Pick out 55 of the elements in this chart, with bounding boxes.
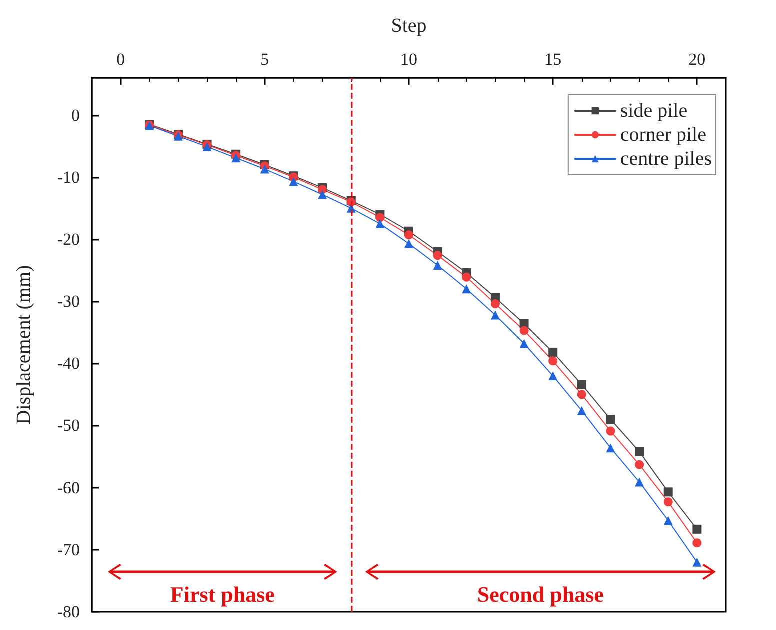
x-tick-label: 15 [544, 50, 562, 69]
x-tick-label: 0 [116, 50, 126, 69]
point [260, 164, 270, 174]
y-tick-label: -80 [57, 602, 80, 622]
point [490, 310, 500, 320]
point [577, 380, 586, 390]
point [433, 251, 442, 260]
point [462, 272, 472, 282]
point [289, 177, 298, 186]
y-tick-label: -60 [57, 478, 80, 498]
point [376, 219, 385, 228]
point [433, 261, 442, 270]
point [548, 348, 558, 357]
point [490, 300, 500, 309]
y-tick-label: -20 [57, 230, 80, 249]
point [692, 524, 702, 534]
point [520, 326, 529, 336]
point [232, 154, 241, 163]
x-tick-label: 20 [688, 50, 706, 69]
point [462, 284, 472, 294]
y-tick-label: -40 [57, 354, 80, 374]
x-tick-label: 5 [260, 50, 270, 69]
point [664, 488, 673, 497]
legend-label: corner pile [620, 124, 707, 146]
point [606, 415, 616, 424]
y-axis-title: Displacement (mm) [13, 265, 35, 425]
annotation: First phase [170, 582, 275, 608]
y-tick-label: -30 [57, 292, 80, 312]
point [404, 239, 414, 248]
annotation: Second phase [477, 582, 604, 608]
y-tick-label: -50 [57, 416, 80, 436]
point [520, 339, 529, 348]
point [692, 558, 702, 567]
point [548, 372, 558, 381]
point [404, 230, 414, 240]
point [606, 426, 616, 436]
y-tick-label: -70 [57, 540, 80, 560]
point [577, 390, 586, 400]
legend-label: centre piles [620, 148, 712, 170]
x-axis-title: Step [391, 15, 427, 37]
point [664, 498, 673, 507]
point [548, 356, 558, 366]
point [376, 213, 385, 222]
point [318, 190, 328, 200]
point [664, 516, 673, 526]
y-tick-label: 0 [72, 106, 80, 125]
point [606, 444, 616, 453]
x-tick-label: 10 [400, 50, 418, 69]
point [635, 478, 644, 487]
point [577, 406, 586, 416]
point [635, 460, 644, 470]
y-tick-label: -10 [57, 168, 80, 187]
point [692, 538, 702, 548]
legend-label: side pile [620, 100, 688, 122]
point [635, 447, 644, 456]
